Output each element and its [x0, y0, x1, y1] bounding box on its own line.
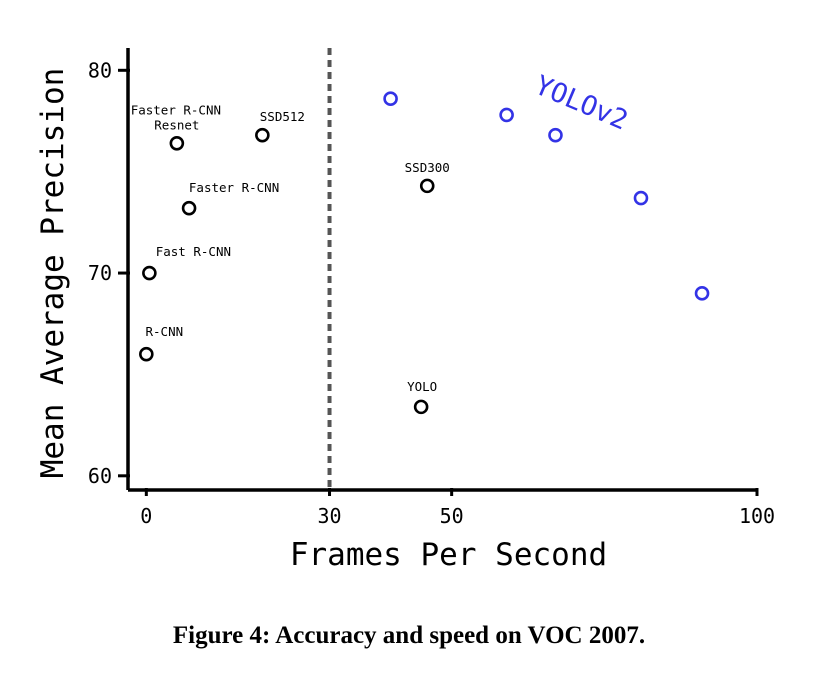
x-tick-label: 100 [739, 504, 775, 528]
point-label: YOLO [407, 379, 437, 394]
point-label: R-CNN [146, 324, 184, 339]
y-tick-label: 70 [88, 261, 112, 285]
detector-point [419, 178, 435, 194]
y-tick-label: 80 [88, 58, 112, 82]
caption-text: Accuracy and speed on VOC 2007. [275, 622, 646, 649]
detector-point [139, 346, 154, 362]
point-label: SSD300 [405, 160, 450, 175]
figure-caption: Figure 4: Accuracy and speed on VOC 2007… [0, 622, 818, 650]
caption-prefix: Figure 4: [172, 622, 271, 649]
yolov2-point [383, 91, 398, 106]
y-axis-label: Mean Average Precision [35, 68, 71, 479]
x-axis-label: Frames Per Second [290, 537, 607, 573]
detector-point [181, 200, 197, 216]
x-tick-label: 50 [440, 504, 464, 528]
yolov2-point [633, 190, 649, 206]
point-label: SSD512 [260, 109, 305, 124]
point-label: Fast R-CNN [156, 244, 231, 259]
point-label: Faster R-CNN [189, 180, 279, 195]
x-tick-label: 0 [140, 504, 152, 528]
scatter-chart: 60 70 80 0 30 50 100 Frames Per Second Mean Aver… [35, 48, 775, 573]
y-tick-label: 60 [88, 464, 112, 488]
x-tick-label: 30 [317, 504, 341, 528]
detector-point [169, 135, 185, 151]
yolov2-point [548, 127, 563, 143]
point-label: Faster R-CNN [131, 102, 221, 117]
series-label-yolov2: YOLOv2 [530, 70, 632, 137]
yolov2-point [499, 107, 514, 123]
detector-point [255, 127, 270, 143]
detector-point [142, 265, 157, 281]
yolov2-point [694, 286, 710, 301]
detector-point [413, 399, 429, 415]
point-label: Resnet [154, 117, 199, 132]
